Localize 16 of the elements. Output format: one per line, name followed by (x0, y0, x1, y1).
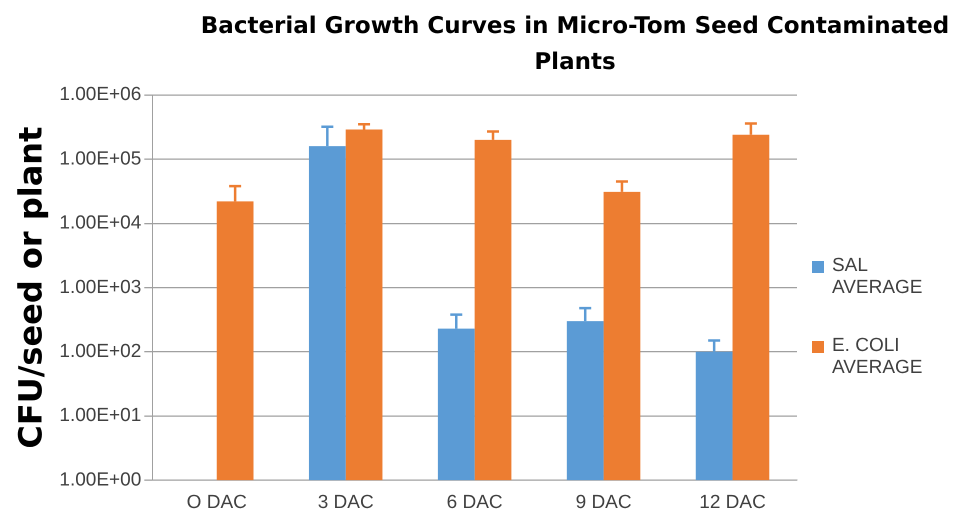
y-tick-label: 1.00E+04 (59, 212, 142, 234)
legend-label: SAL AVERAGE (832, 255, 924, 299)
x-tick-label: 3 DAC (318, 492, 374, 513)
x-tick-label: 6 DAC (446, 492, 503, 513)
y-tick-label: 1.00E+01 (59, 405, 142, 426)
legend-label: E. COLI AVERAGE (832, 335, 924, 379)
y-tick-label: 1.00E+02 (59, 341, 142, 362)
y-tick-label: 1.00E+05 (59, 148, 142, 170)
y-tick-label: 1.00E+00 (59, 469, 142, 490)
y-axis-title: CFU/seed or plant (12, 126, 50, 449)
x-tick-label: 9 DAC (576, 492, 632, 513)
y-tick-label: 1.00E+03 (59, 276, 142, 298)
x-tick-label: 12 DAC (699, 492, 766, 513)
x-tick-label: O DAC (186, 492, 247, 513)
chart-title: Bacterial Growth Curves in Micro-Tom Seed Contaminated Plants (200, 12, 950, 77)
y-tick-label: 1.00E+06 (59, 84, 142, 106)
